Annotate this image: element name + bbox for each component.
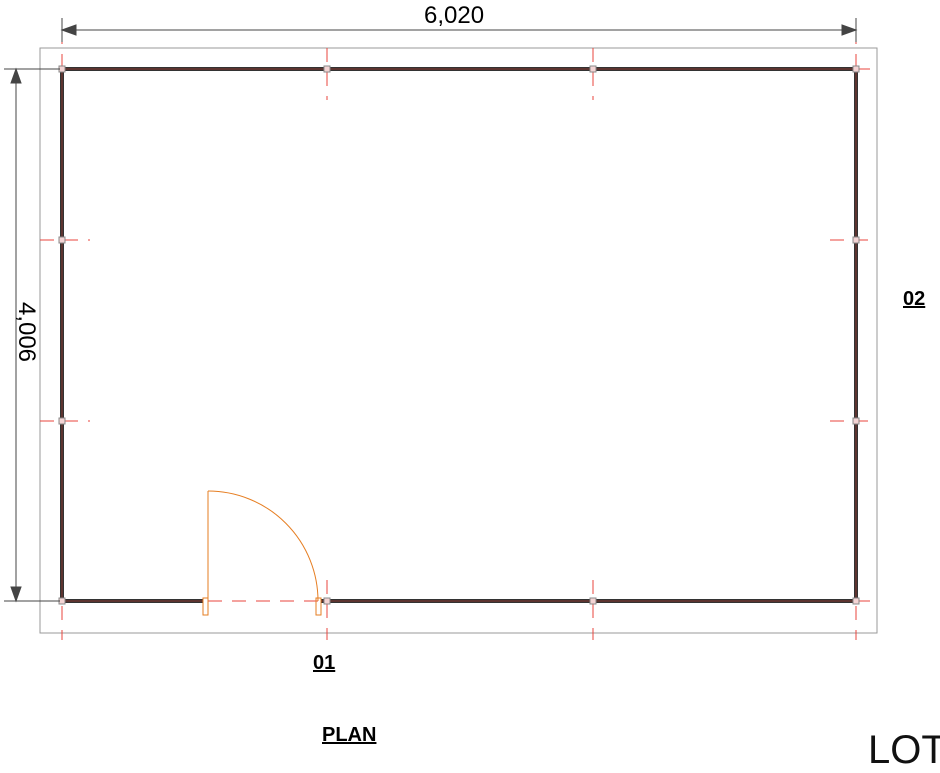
post-markers [58, 65, 860, 605]
height-dimension-line [4, 67, 60, 603]
walls [60, 67, 858, 603]
drawing-border [39, 47, 878, 634]
elevation-marker-02: 02 [903, 288, 926, 310]
elevation-marker-01: 01 [313, 652, 336, 674]
width-dimension-line [60, 18, 858, 42]
grid-lines [40, 30, 878, 640]
height-dimension-label: 4,006 [13, 301, 40, 363]
partial-title-text: LOT [868, 728, 940, 772]
plan-title: PLAN [322, 724, 377, 746]
width-dimension-label: 6,020 [424, 2, 485, 29]
door [202, 490, 322, 616]
